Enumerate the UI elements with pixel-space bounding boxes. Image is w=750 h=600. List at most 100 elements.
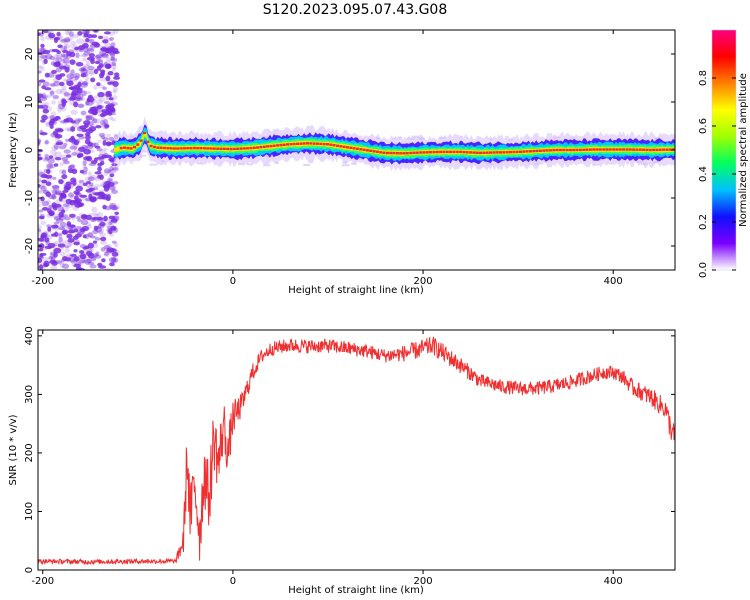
noise-speck	[87, 261, 95, 266]
spectrogram-noise-field	[38, 30, 670, 270]
noise-speck	[87, 232, 94, 238]
noise-speck	[104, 124, 110, 128]
noise-speck	[81, 81, 89, 86]
faint-speck	[593, 163, 599, 166]
noise-speck	[83, 64, 91, 68]
noise-speck	[41, 207, 49, 211]
noise-speck	[77, 31, 83, 36]
noise-speck	[60, 39, 67, 43]
x-tick-label: 200	[414, 276, 433, 287]
noise-speck	[47, 157, 55, 164]
ridge-core-dot	[415, 151, 419, 154]
noise-speck	[42, 81, 50, 87]
y-tick-label: 200	[24, 443, 35, 462]
noise-speck	[56, 234, 63, 238]
noise-speck	[87, 65, 95, 71]
noise-speck	[60, 54, 65, 61]
noise-speck	[53, 54, 59, 60]
noise-speck	[101, 108, 109, 114]
noise-speck	[109, 173, 115, 178]
noise-speck	[90, 58, 95, 65]
noise-speck	[94, 55, 102, 60]
snr-x-ticks: -200 0 200 400	[31, 330, 623, 587]
noise-speck	[89, 38, 95, 45]
snr-y-ticks: 0 100 200 300 400	[24, 326, 675, 573]
noise-speck	[38, 228, 42, 233]
noise-speck	[69, 183, 76, 188]
noise-speck	[38, 257, 43, 263]
ridge-core-dot	[412, 151, 416, 154]
ridge-core-dot	[119, 146, 123, 150]
noise-speck	[56, 260, 65, 265]
noise-speck	[88, 53, 95, 58]
noise-speck	[63, 142, 68, 147]
faint-speck	[247, 163, 253, 166]
noise-speck	[49, 256, 56, 260]
noise-speck	[81, 65, 88, 72]
noise-speck	[69, 86, 75, 91]
noise-speck	[84, 258, 91, 265]
noise-speck	[75, 185, 83, 192]
ridge-core-dot	[269, 144, 273, 148]
ridge-core-dot	[306, 142, 309, 145]
ridge-core-dot	[538, 149, 542, 152]
noise-speck	[108, 185, 116, 191]
noise-speck	[79, 96, 86, 101]
noise-speck	[106, 57, 112, 62]
noise-speck	[112, 257, 117, 263]
noise-speck	[94, 60, 100, 65]
noise-speck	[71, 34, 79, 39]
noise-speck	[94, 254, 102, 259]
noise-speck	[38, 32, 41, 37]
noise-speck	[61, 53, 66, 58]
noise-speck	[55, 54, 62, 60]
noise-speck	[77, 103, 84, 108]
noise-speck	[105, 90, 112, 95]
noise-speck	[108, 116, 114, 120]
ridge-core-dot	[652, 148, 656, 152]
colorbar-tick-label: 0.8	[698, 70, 709, 86]
noise-speck	[38, 224, 42, 230]
noise-speck	[109, 262, 115, 267]
ridge-core-dot	[568, 148, 572, 152]
noise-speck	[104, 60, 112, 64]
ridge-core-dot	[212, 147, 216, 150]
noise-speck	[88, 149, 95, 153]
noise-speck	[82, 234, 87, 239]
noise-speck	[49, 89, 55, 95]
noise-speck	[38, 102, 46, 106]
noise-speck	[82, 246, 88, 250]
noise-speck	[84, 91, 92, 94]
x-tick-label: 0	[230, 576, 236, 587]
noise-speck	[76, 38, 84, 45]
noise-speck	[70, 93, 77, 97]
noise-speck	[69, 164, 76, 168]
ridge-core-dot	[342, 145, 346, 148]
spectrogram-x-axis-label: Height of straight line (km)	[288, 285, 424, 296]
ridge-core-dot	[352, 147, 356, 150]
ridge-core-dot	[445, 150, 449, 154]
noise-speck	[39, 213, 45, 220]
noise-speck	[101, 258, 106, 263]
noise-speck	[105, 75, 111, 82]
noise-speck	[65, 154, 72, 158]
noise-speck	[61, 101, 66, 107]
ridge-core-dot	[455, 150, 459, 154]
noise-speck	[100, 240, 107, 245]
ridge-core-dot	[608, 148, 612, 151]
ridge-core-dot	[638, 148, 642, 151]
ridge-core-dot	[266, 145, 270, 148]
noise-speck	[44, 245, 53, 250]
x-tick-label: -200	[31, 576, 54, 587]
noise-speck	[50, 265, 58, 270]
noise-speck	[51, 145, 58, 152]
noise-speck	[96, 218, 104, 223]
noise-speck	[89, 197, 97, 202]
noise-speck	[101, 111, 109, 117]
noise-speck	[96, 225, 101, 229]
noise-speck	[65, 114, 71, 120]
noise-speck	[64, 245, 70, 249]
noise-speck	[85, 37, 90, 43]
spectrogram-ridge	[114, 116, 675, 172]
faint-speck	[303, 164, 311, 166]
